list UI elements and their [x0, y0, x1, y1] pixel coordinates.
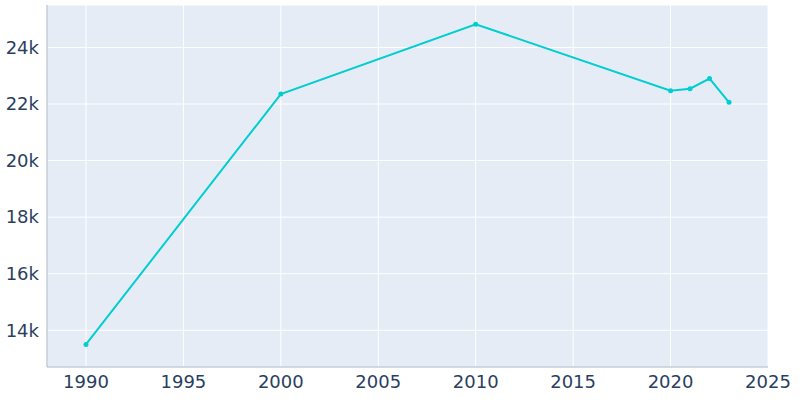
- svg-text:1995: 1995: [160, 371, 206, 392]
- svg-text:2005: 2005: [355, 371, 401, 392]
- svg-text:16k: 16k: [8, 263, 40, 284]
- svg-text:22k: 22k: [8, 93, 40, 114]
- svg-text:20k: 20k: [8, 150, 40, 171]
- svg-text:2010: 2010: [453, 371, 499, 392]
- svg-text:2025: 2025: [745, 371, 791, 392]
- svg-text:2015: 2015: [550, 371, 596, 392]
- svg-text:1990: 1990: [63, 371, 109, 392]
- svg-text:2020: 2020: [648, 371, 694, 392]
- svg-text:2000: 2000: [258, 371, 304, 392]
- svg-text:18k: 18k: [8, 206, 40, 227]
- svg-text:14k: 14k: [8, 320, 40, 341]
- svg-text:24k: 24k: [8, 37, 40, 58]
